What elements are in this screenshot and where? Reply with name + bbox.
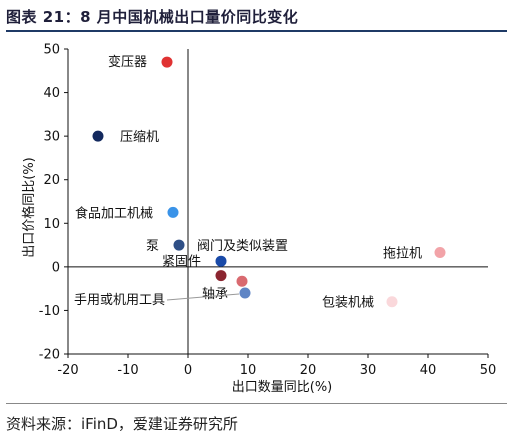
data-point [92, 130, 104, 142]
data-point [167, 206, 179, 218]
point-label: 食品加工机械 [75, 205, 153, 221]
point-label: 轴承 [202, 287, 228, 302]
data-point [434, 246, 446, 258]
x-tick-label: 0 [184, 363, 192, 378]
point-label: 变压器 [108, 54, 147, 70]
leader-line [166, 293, 240, 301]
y-tick-label: -10 [39, 304, 60, 319]
point-label: 紧固件 [162, 255, 201, 270]
figure-title: 图表 21：8 月中国机械出口量价同比变化 [6, 8, 299, 26]
data-point [215, 270, 227, 282]
x-tick-label: 50 [480, 363, 497, 378]
y-tick-label: 20 [43, 173, 60, 188]
data-points [92, 56, 446, 308]
data-point [239, 287, 251, 299]
x-axis-title: 出口数量同比(%) [232, 380, 333, 395]
y-tick-label: 0 [52, 260, 60, 275]
point-label: 阀门及类似装置 [197, 239, 288, 254]
y-tick-label: 40 [43, 86, 60, 101]
source-note: 资料来源：iFinD，爱建证券研究所 [6, 415, 238, 433]
x-tick-label: 30 [360, 363, 377, 378]
data-point [161, 56, 173, 68]
x-tick-label: 10 [240, 363, 257, 378]
data-point [173, 239, 185, 251]
y-tick-label: -20 [39, 348, 60, 363]
point-label: 压缩机 [120, 129, 159, 145]
data-point [236, 275, 248, 287]
x-tick-label: -20 [57, 363, 78, 378]
point-label: 拖拉机 [383, 246, 422, 261]
x-tick-label: 40 [420, 363, 437, 378]
x-tick-label: 20 [300, 363, 317, 378]
point-label: 包装机械 [322, 296, 374, 311]
axes: -20 -10 0 10 20 30 40 50 -20 -10 0 10 20 30 40 50 [39, 43, 497, 379]
x-tick-label: -10 [117, 363, 138, 378]
scatter-chart: -20 -10 0 10 20 30 40 50 -20 -10 0 10 20 30 40 50 变压器压缩… [21, 43, 497, 396]
data-point [215, 255, 227, 267]
data-point [386, 296, 398, 308]
point-label: 手用或机用工具 [74, 293, 165, 308]
y-tick-label: 30 [43, 130, 60, 145]
y-tick-label: 50 [43, 43, 60, 58]
point-label: 泵 [146, 239, 159, 254]
title-rule [6, 30, 507, 32]
y-axis-title: 出口价格同比(%) [21, 157, 37, 258]
y-tick-label: 10 [43, 217, 60, 232]
bottom-rule [6, 403, 507, 404]
